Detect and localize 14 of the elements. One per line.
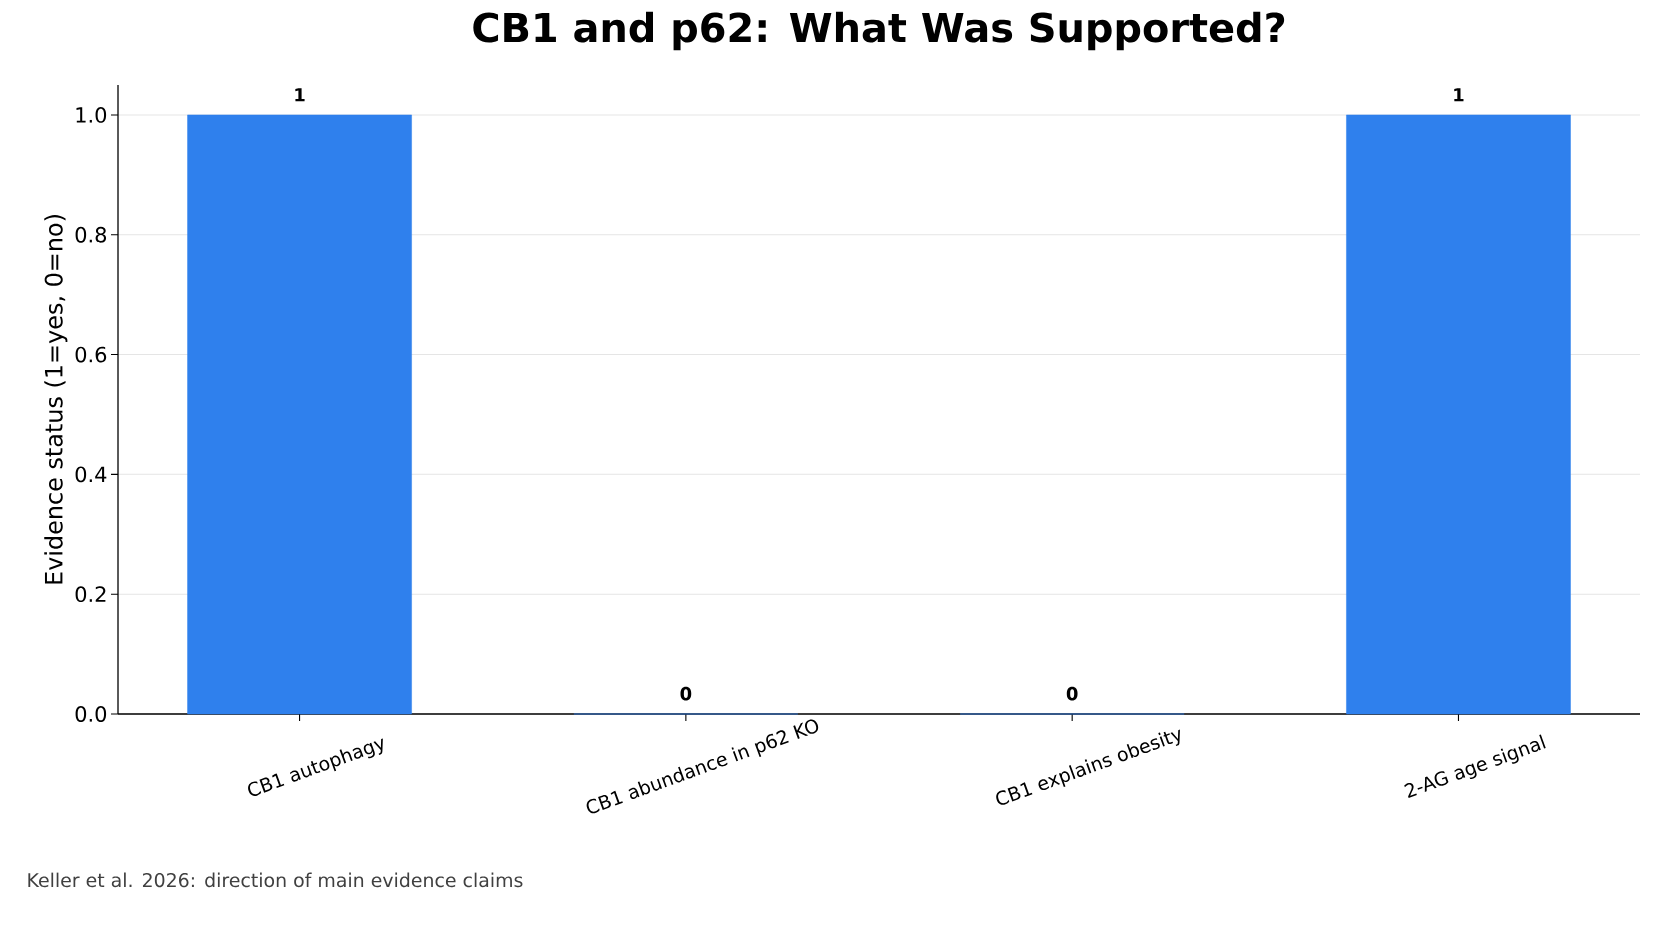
y-tick-label: 0.4 [75, 466, 107, 483]
data-label: 1 [295, 88, 305, 102]
y-tick-label: 0.2 [75, 586, 106, 603]
data-label: 1 [1454, 88, 1464, 102]
text: Keller et al. 2026: direction of main evidence claims [28, 872, 523, 888]
y-axis-title: Evidence status (1=yes, 0=no) [44, 215, 68, 584]
y-tick-label: 0.0 [75, 706, 107, 722]
chart-title: CB1 and p62: What Was Supported? [473, 11, 1285, 51]
x-tick-label: 2-AG age signal [1404, 734, 1546, 798]
y-tick-label: 0.6 [75, 346, 107, 363]
y-tick-label: 1.0 [76, 107, 107, 123]
data-label: 0 [1066, 686, 1078, 701]
y-tick-label: 0.8 [75, 226, 107, 243]
data-label: 0 [680, 686, 692, 701]
